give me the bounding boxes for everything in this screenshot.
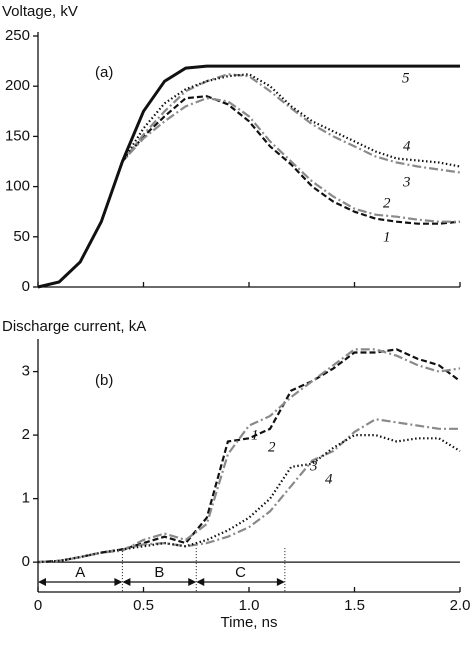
arrow-head [122, 578, 197, 586]
y-axis-title: Discharge current, kA [2, 318, 146, 335]
panel-label: (b) [95, 372, 113, 389]
region-label: C [235, 564, 246, 581]
x-tick-label: 1.5 [344, 597, 365, 614]
y-tick-label: 200 [5, 77, 30, 94]
series-line [37, 348, 461, 564]
series-line [37, 418, 460, 564]
panel-label: (a) [95, 64, 113, 81]
x-axis-title: Time, ns [221, 614, 278, 631]
series-line [37, 434, 461, 564]
x-tick-label: 1.0 [239, 597, 260, 614]
series-label: 4 [325, 471, 333, 487]
series-label: 3 [402, 174, 411, 190]
y-tick-label: 2 [22, 426, 30, 443]
series-line [37, 97, 460, 289]
region-label: B [154, 564, 164, 581]
series-label: 2 [383, 195, 391, 211]
y-tick-label: 100 [5, 178, 30, 195]
x-tick-label: 2.0 [450, 597, 471, 614]
series-line [37, 95, 461, 289]
series-label: 2 [268, 439, 276, 455]
x-tick-label: 0.5 [133, 597, 154, 614]
series-line [37, 64, 460, 289]
series-label: 5 [402, 70, 410, 86]
series-line [37, 73, 461, 289]
y-tick-label: 1 [22, 490, 30, 507]
y-tick-label: 250 [5, 27, 30, 44]
y-tick-label: 0 [22, 553, 30, 570]
series-label: 1 [383, 229, 391, 245]
series-label: 4 [403, 138, 411, 154]
y-tick-label: 150 [5, 127, 30, 144]
series-line [37, 73, 461, 289]
series-label: 3 [309, 458, 318, 474]
x-tick-label: 0 [34, 597, 42, 614]
y-tick-label: 0 [22, 278, 30, 295]
y-axis-title: Voltage, kV [2, 3, 78, 20]
series-label: 1 [251, 427, 259, 443]
y-tick-label: 50 [13, 228, 30, 245]
region-label: A [75, 564, 85, 581]
y-tick-label: 3 [22, 363, 30, 380]
